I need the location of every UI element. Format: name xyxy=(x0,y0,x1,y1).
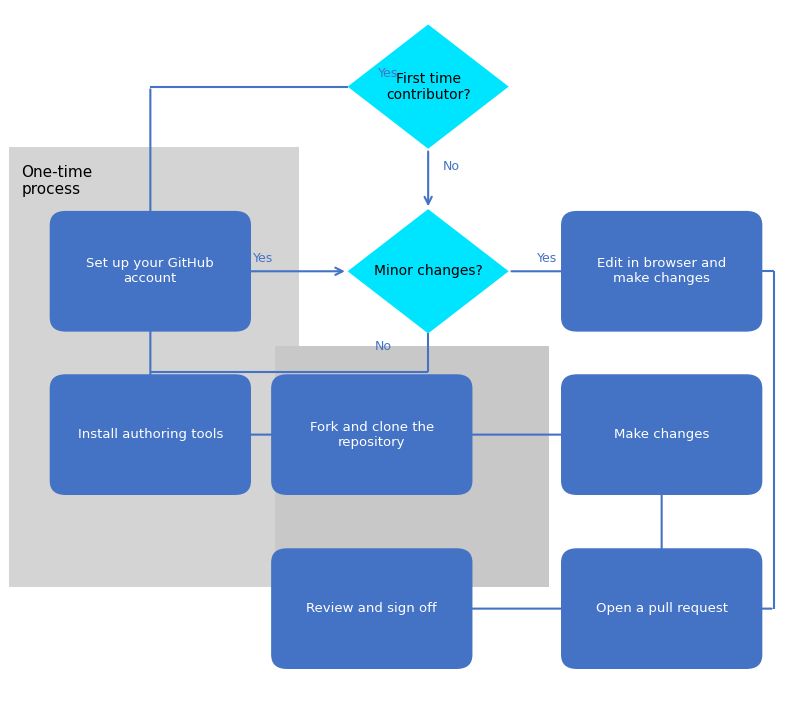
FancyBboxPatch shape xyxy=(50,211,251,332)
Text: Yes: Yes xyxy=(378,67,398,81)
FancyBboxPatch shape xyxy=(561,374,762,495)
Polygon shape xyxy=(347,209,509,334)
Text: Review and sign off: Review and sign off xyxy=(306,602,437,615)
Polygon shape xyxy=(347,24,509,149)
Text: Yes: Yes xyxy=(253,252,273,265)
FancyBboxPatch shape xyxy=(271,374,473,495)
Text: Fork and clone the
repository: Fork and clone the repository xyxy=(309,421,434,448)
Text: Edit in browser and
make changes: Edit in browser and make changes xyxy=(597,257,726,285)
Text: One-time
process: One-time process xyxy=(22,165,93,197)
Text: First time
contributor?: First time contributor? xyxy=(386,71,470,102)
FancyBboxPatch shape xyxy=(561,211,762,332)
Text: Set up your GitHub
account: Set up your GitHub account xyxy=(86,257,214,285)
Text: No: No xyxy=(443,160,460,173)
FancyBboxPatch shape xyxy=(271,548,473,669)
FancyBboxPatch shape xyxy=(10,147,299,588)
Text: Yes: Yes xyxy=(537,252,558,265)
FancyBboxPatch shape xyxy=(50,374,251,495)
FancyBboxPatch shape xyxy=(561,548,762,669)
Text: Make changes: Make changes xyxy=(614,428,709,441)
Text: No: No xyxy=(375,339,392,353)
Text: Minor changes?: Minor changes? xyxy=(374,265,482,278)
FancyBboxPatch shape xyxy=(276,346,549,588)
Text: Install authoring tools: Install authoring tools xyxy=(78,428,223,441)
Text: Open a pull request: Open a pull request xyxy=(595,602,728,615)
